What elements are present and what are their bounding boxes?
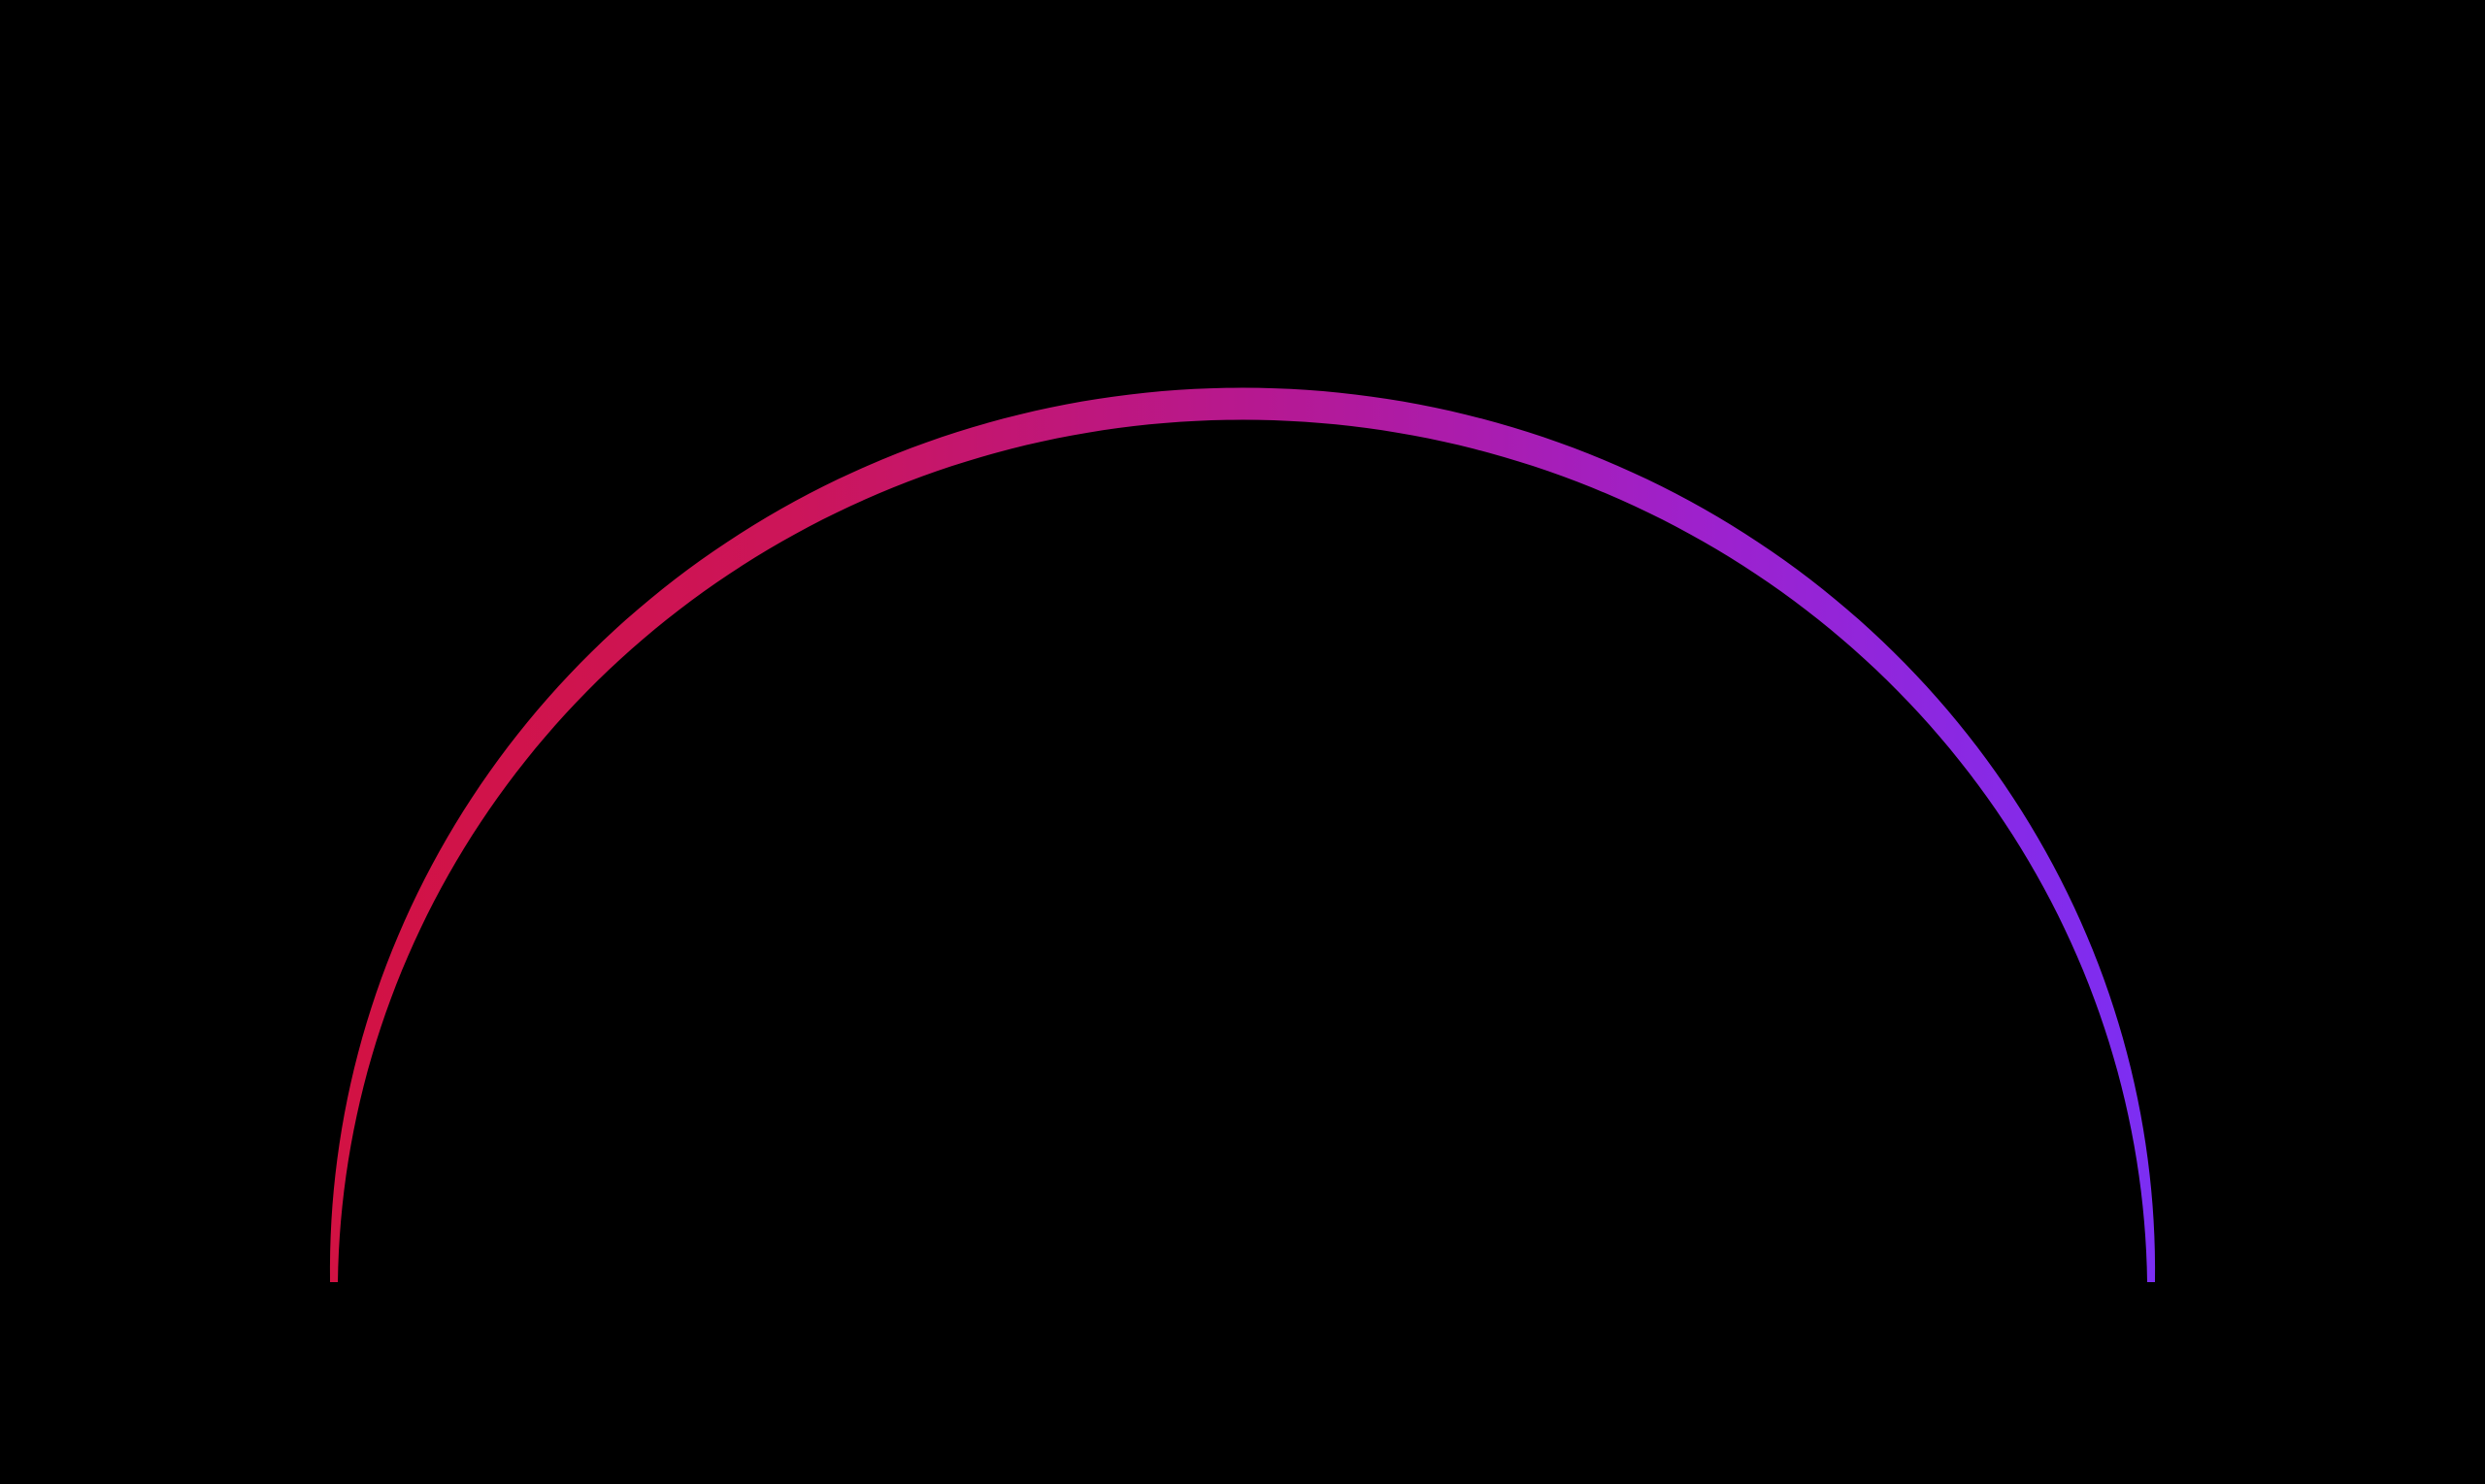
figure-canvas — [0, 0, 2485, 1484]
plot-background — [0, 0, 2485, 1484]
gradient-arc-svg — [0, 0, 2485, 1484]
